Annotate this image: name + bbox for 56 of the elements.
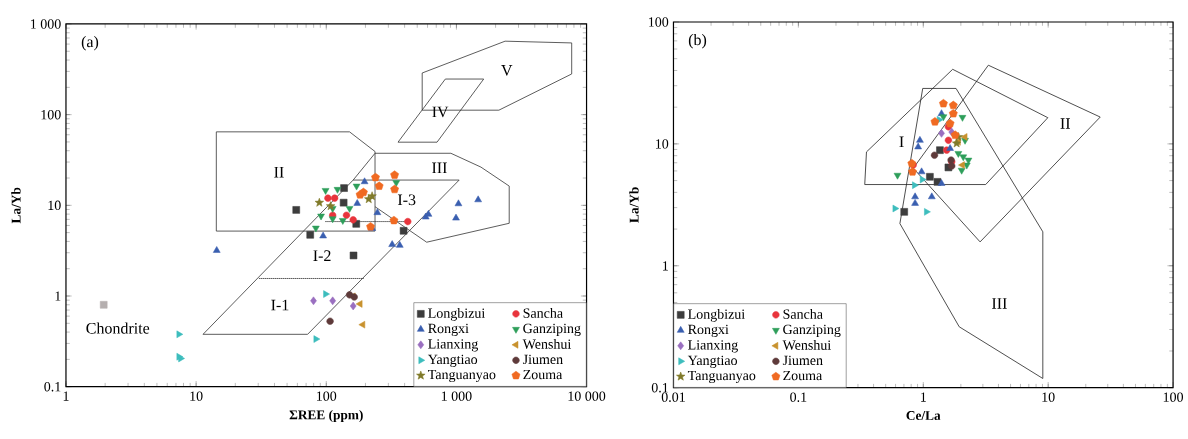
- y-tick-label: 1: [663, 261, 668, 271]
- annotation: I-3: [397, 194, 416, 206]
- annotation: I: [899, 136, 904, 148]
- y-tick-label: 100: [41, 110, 61, 120]
- x-tick-label: 1: [921, 392, 926, 402]
- x-axis-title: ΣREE (ppm): [289, 410, 363, 423]
- legend-label: Lianxing: [428, 339, 479, 352]
- x-tick-label: 10: [1042, 392, 1055, 403]
- legend-label: Ganziping: [783, 324, 841, 338]
- y-tick-label: 10: [48, 200, 61, 211]
- annotation: V: [501, 65, 513, 77]
- y-tick-label: 0.1: [651, 383, 668, 393]
- annotation: Chondrite: [86, 322, 150, 334]
- legend-label: Wenshui: [782, 340, 831, 351]
- x-tick-label: 10: [190, 391, 203, 402]
- legend-label: Longbizui: [428, 308, 485, 321]
- legend-label: Sancha: [783, 309, 823, 320]
- annotation: I-2: [313, 250, 331, 262]
- x-tick-label: 100: [317, 391, 337, 402]
- legend-label: Jiumen: [782, 355, 823, 366]
- legend-label: Zouma: [523, 370, 563, 380]
- legend-label: Zouma: [783, 371, 823, 381]
- annotation: (a): [81, 36, 99, 51]
- legend-label: Sancha: [523, 308, 563, 319]
- y-tick-label: 1 000: [31, 19, 61, 29]
- annotation: IV: [432, 106, 449, 118]
- annotation: III: [432, 162, 447, 174]
- legend-label: Longbizui: [688, 309, 745, 322]
- y-tick-label: 10: [656, 139, 669, 149]
- legend-label: Tanguanyao: [687, 371, 756, 384]
- legend-label: Jiumen: [522, 354, 563, 365]
- legend-label: Lianxing: [688, 340, 738, 353]
- x-axis-title: Ce/La: [906, 411, 941, 421]
- legend-label: Yangtiao: [687, 355, 738, 369]
- x-tick-label: 100: [1163, 392, 1184, 403]
- annotation: II: [1060, 118, 1071, 129]
- annotation: (b): [688, 34, 707, 49]
- x-tick-label: 1 000: [441, 391, 472, 402]
- x-tick-label: 10 000: [568, 391, 606, 402]
- annotation: III: [992, 298, 1007, 309]
- legend-label: Yangtiao: [427, 354, 478, 368]
- legend-label: Tanguanyao: [428, 370, 496, 383]
- y-tick-label: 100: [649, 17, 669, 27]
- y-tick-label: 1: [55, 291, 61, 301]
- y-axis-title: La/Yb: [629, 187, 639, 223]
- y-axis-title: La/Yb: [11, 187, 21, 224]
- x-tick-label: 0.01: [661, 392, 685, 403]
- annotation: I-1: [271, 299, 289, 311]
- y-tick-label: 0.1: [44, 382, 61, 392]
- legend-label: Ganziping: [523, 323, 581, 337]
- x-tick-label: 1: [63, 391, 69, 401]
- annotation: II: [274, 167, 284, 178]
- legend-label: Rongxi: [428, 323, 469, 337]
- legend-label: Wenshui: [522, 339, 572, 350]
- x-tick-label: 0.1: [790, 392, 807, 403]
- legend-label: Rongxi: [688, 324, 729, 338]
